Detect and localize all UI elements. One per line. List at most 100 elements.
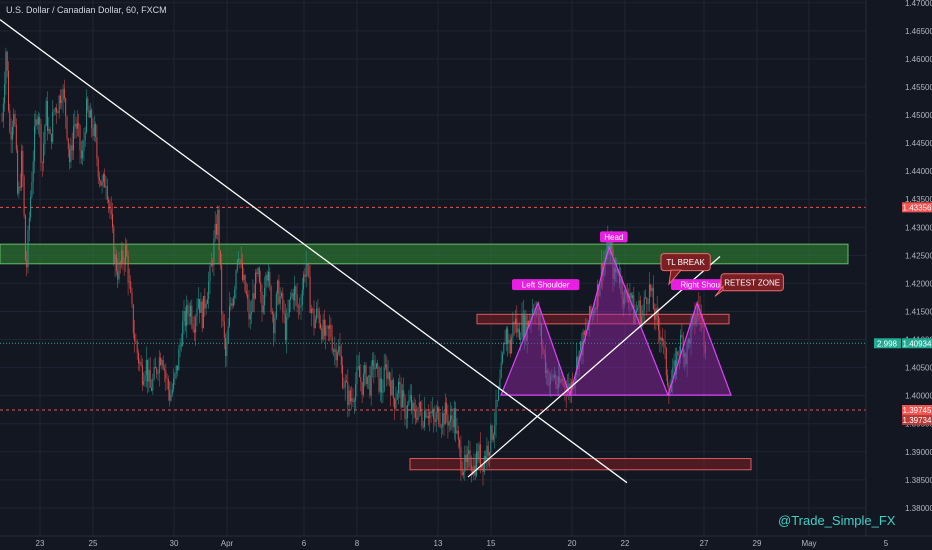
price-axis: 1.380001.385001.390001.395001.400001.405… [865,0,932,550]
candle-body [356,366,358,384]
candle-body [216,223,217,235]
candle-body [67,138,69,150]
candle-body [412,402,414,411]
candle-body [407,404,409,418]
candle-body [291,293,293,297]
candle-body [599,284,601,297]
candle-body [456,430,458,434]
candle-body [369,375,371,396]
price-tick-label: 1.44500 [905,139,932,148]
candle-body [104,173,106,188]
candle-body [192,323,194,330]
candle-body [676,351,678,375]
candle-body [130,281,132,293]
candle-body [108,199,110,203]
candle-body [226,343,228,356]
candle-body [645,297,646,299]
candle-body [279,296,281,304]
candle-body [248,299,250,320]
candle-body [556,383,558,389]
candle-body [590,306,592,314]
candle-body [312,308,314,310]
candle-body [154,367,156,369]
candle-body [678,354,680,356]
candle-body [199,298,201,313]
candle-body [48,128,50,131]
candle-body [128,281,130,283]
candle-body [244,275,246,292]
candle-body [143,380,145,385]
candle-body [44,125,46,145]
candle-body [205,303,207,309]
candle-body [672,367,674,383]
candle-body [388,372,390,381]
candle-body [648,284,650,304]
candle-body [34,126,35,162]
price-tick-label: 1.46000 [905,55,932,64]
candle-body [105,186,107,188]
candle-body [521,313,523,339]
candle-body [53,109,55,113]
candle-body [287,312,289,318]
time-tick-label: 25 [89,539,98,548]
candle-body [390,380,392,396]
candle-body [97,158,99,178]
candle-body [430,411,432,414]
candle-body [516,318,518,333]
candle-body [188,313,190,317]
candle-body [277,280,279,294]
candle-body [217,209,219,235]
candle-body [492,435,494,440]
candle-body [361,382,363,395]
head-and-shoulders-pattern [500,245,732,396]
candle-body [221,265,223,315]
candle-body [22,150,24,177]
candle-body [425,410,427,418]
candle-body [11,126,13,140]
candle-body [86,98,87,132]
price-tick-label: 1.38500 [905,476,932,485]
candle-body [567,387,568,395]
candle-body [152,378,154,391]
candle-body [17,149,19,194]
candle-body [673,360,675,368]
candle-body [284,313,286,340]
green-zone [0,243,849,265]
candle-body [247,294,249,300]
candle-body [203,296,204,329]
candle-body [119,262,121,264]
price-tick-label: 1.43000 [905,223,932,232]
candle-body [1,120,3,122]
candle-body [593,311,594,313]
candle-body [230,303,232,306]
candle-body [240,259,242,263]
candle-body [411,395,412,411]
candle-body [420,402,422,412]
candle-body [87,98,89,111]
candle-body [158,357,160,374]
candle-body [60,95,61,104]
candle-body [167,379,169,390]
candle-body [469,450,471,466]
candle-body [196,308,198,318]
candle-body [283,311,285,314]
candle-body [596,284,598,310]
candle-body [78,122,80,126]
candle-body [41,162,43,164]
candle-body [658,315,659,331]
candle-body [301,289,303,305]
candle-body [621,278,623,299]
candle-body [352,398,354,402]
candle-body [201,301,203,329]
price-tick-label: 1.42500 [905,251,932,260]
candle-body [99,177,100,181]
tl-break-pointer [668,269,683,286]
candle-body [36,119,38,125]
candle-body [546,370,548,374]
candle-body [110,209,112,215]
candle-body [297,306,299,308]
candle-body [26,260,28,268]
candle-body [270,286,272,312]
candle-body [611,242,613,250]
